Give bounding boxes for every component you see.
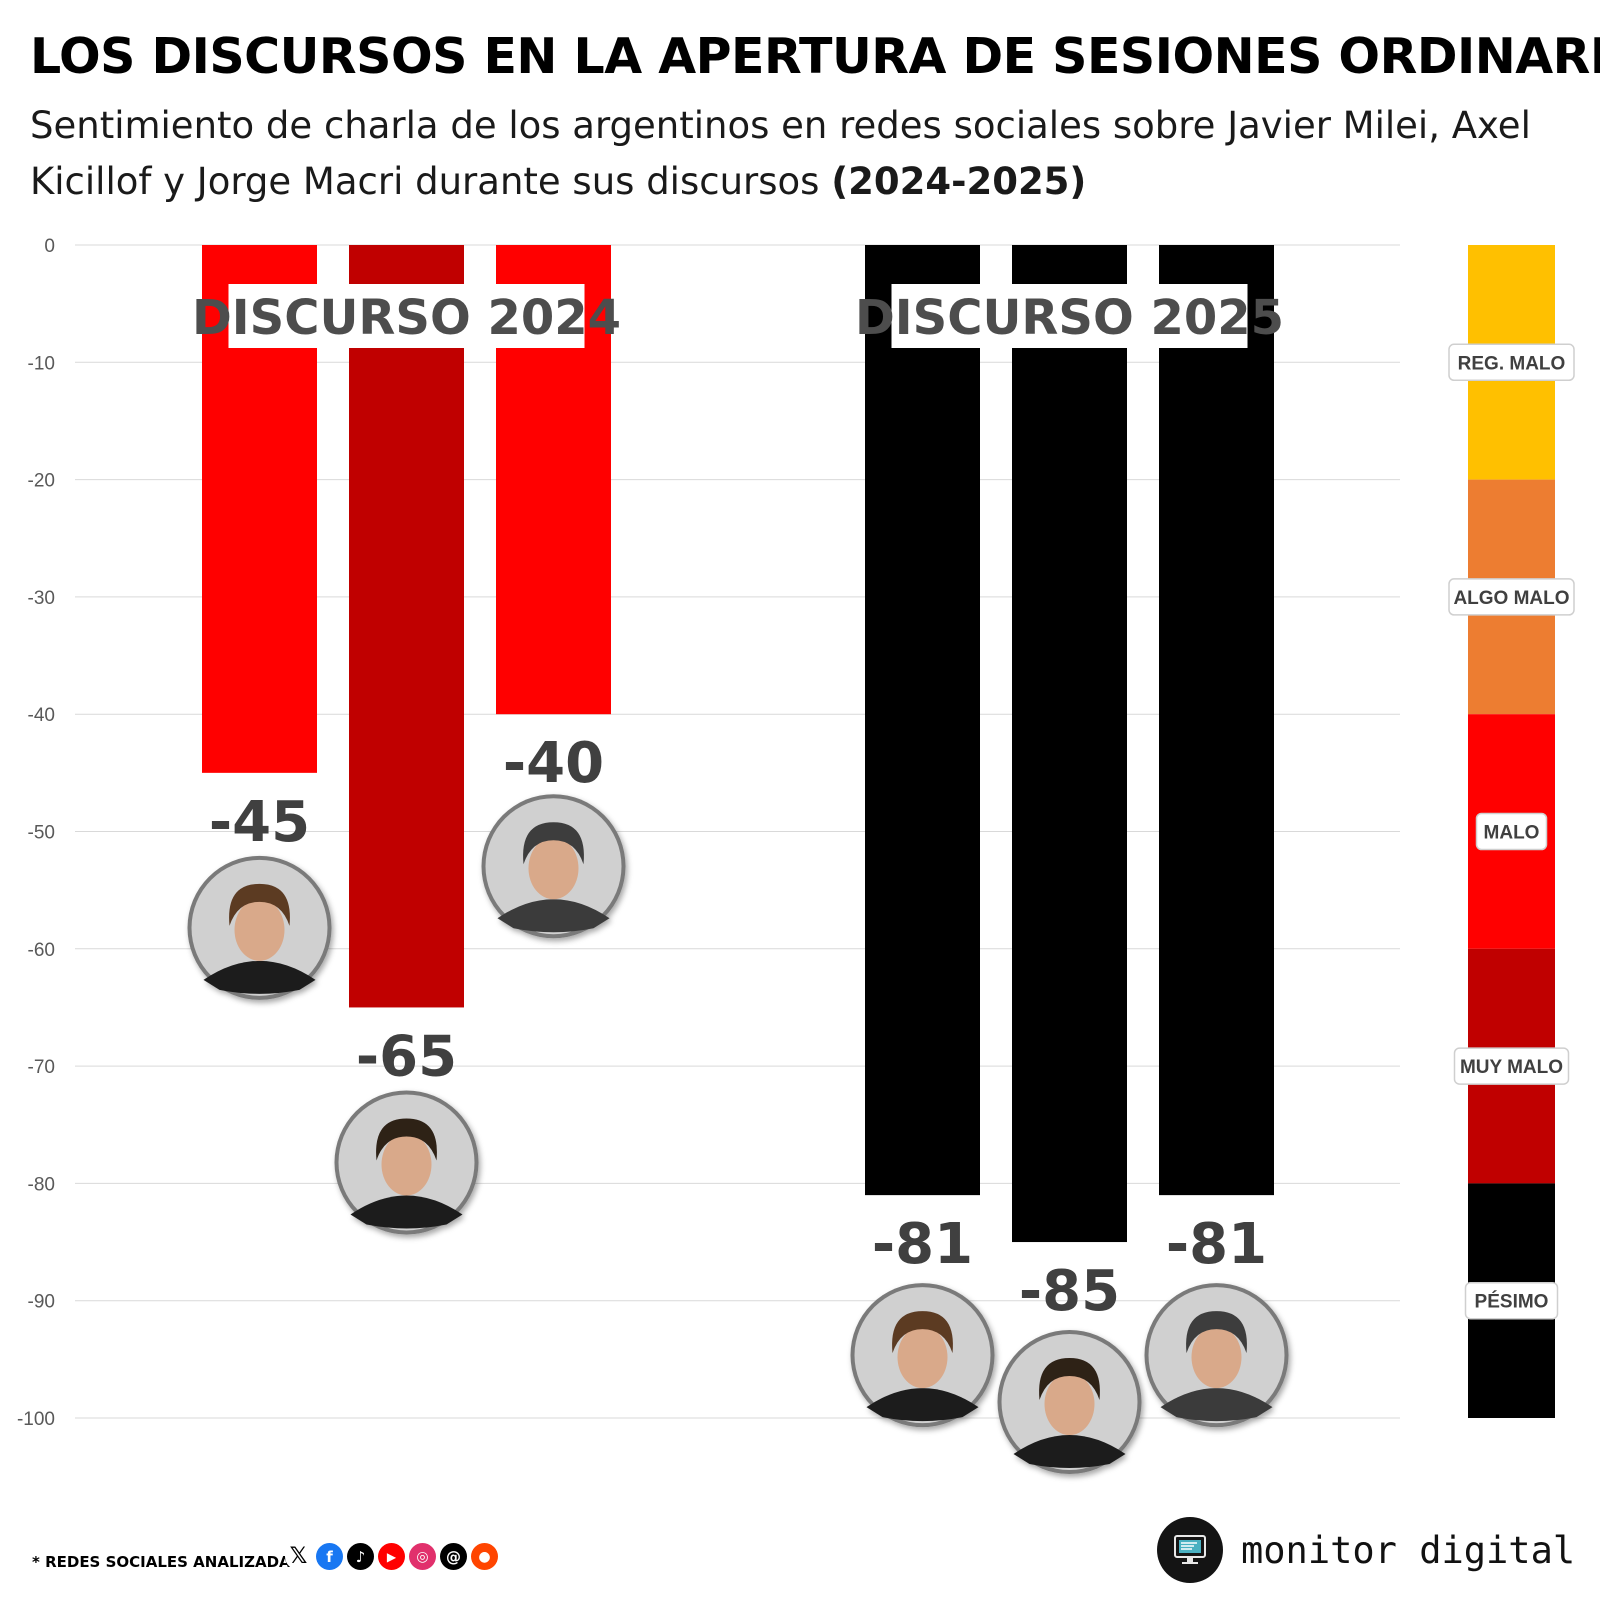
avatar-face <box>381 1133 432 1196</box>
avatar-face <box>897 1326 948 1389</box>
data-label: -81 <box>872 1212 973 1277</box>
avatar-javier-milei <box>850 1283 995 1428</box>
legend-label: MUY MALO <box>1460 1057 1563 1078</box>
avatar-jorge-macri <box>1144 1283 1289 1428</box>
avatar-face <box>528 837 579 900</box>
avatar-hair <box>229 883 290 926</box>
legend-label-box <box>1448 343 1575 382</box>
legend-label: PÉSIMO <box>1475 1291 1549 1313</box>
legend-label: ALGO MALO <box>1453 588 1569 609</box>
y-tick-label: -100 <box>17 1409 55 1430</box>
facebook-icon: f <box>316 1543 343 1570</box>
avatar-shoulders <box>1013 1435 1126 1469</box>
y-tick-label: 0 <box>44 236 55 257</box>
avatar-axel-kicillof <box>997 1330 1142 1475</box>
legend-label-box <box>1475 812 1548 851</box>
y-tick-label: -60 <box>28 940 55 961</box>
avatar-hair <box>1186 1311 1247 1354</box>
y-tick-label: -90 <box>28 1292 55 1313</box>
group-label: DISCURSO 2024 <box>192 290 621 346</box>
y-tick-label: -20 <box>28 471 55 492</box>
data-label: -65 <box>356 1024 457 1089</box>
avatar-shoulders <box>350 1195 463 1229</box>
social-icons: 𝕏 f ♪ ▶ ◎ @ ● <box>285 1543 498 1570</box>
subtitle-text: Sentimiento de charla de los argentinos … <box>30 104 1531 203</box>
y-tick-label: -30 <box>28 588 55 609</box>
data-label: -45 <box>209 790 310 855</box>
subtitle-years: (2024-2025) <box>831 160 1087 203</box>
brand-name: monitor digital <box>1241 1528 1576 1572</box>
legend-label: MALO <box>1484 823 1540 844</box>
y-tick-label: -80 <box>28 1174 55 1195</box>
monitor-icon <box>1157 1517 1223 1583</box>
avatar-shoulders <box>203 960 316 994</box>
avatar-face <box>234 898 285 961</box>
avatar-hair <box>376 1118 437 1161</box>
x-icon: 𝕏 <box>285 1543 312 1570</box>
y-tick-label: -50 <box>28 823 55 844</box>
avatar-javier-milei <box>187 855 332 1000</box>
legend-label: REG. MALO <box>1458 353 1566 374</box>
legend-label-box <box>1448 578 1575 616</box>
data-label: -85 <box>1019 1259 1120 1324</box>
avatar-face <box>1044 1373 1095 1436</box>
chart-title: LOS DISCURSOS EN LA APERTURA DE SESIONES… <box>30 28 1600 85</box>
bar <box>1012 245 1127 1243</box>
legend-label-box <box>1453 1047 1570 1085</box>
y-tick-label: -10 <box>28 353 55 374</box>
avatar-axel-kicillof <box>334 1090 479 1235</box>
data-label: -40 <box>503 731 604 796</box>
instagram-icon: ◎ <box>409 1543 436 1570</box>
avatar-shoulders <box>1160 1388 1273 1422</box>
bar <box>865 245 980 1196</box>
social-networks-note: * REDES SOCIALES ANALIZADAS <box>32 1553 302 1571</box>
avatar-hair <box>1039 1358 1100 1401</box>
bar <box>349 245 464 1008</box>
chart-subtitle: Sentimiento de charla de los argentinos … <box>30 98 1570 210</box>
y-tick-label: -40 <box>28 705 55 726</box>
avatar-face <box>1191 1326 1242 1389</box>
tiktok-icon: ♪ <box>347 1543 374 1570</box>
reddit-icon: ● <box>471 1543 498 1570</box>
group-label-box <box>891 284 1248 348</box>
avatar-shoulders <box>497 899 610 933</box>
avatar-jorge-macri <box>481 794 626 939</box>
legend-label-box <box>1464 1281 1559 1320</box>
group-label-box <box>228 284 585 348</box>
avatar-hair <box>523 822 584 865</box>
avatar-hair <box>892 1311 953 1354</box>
bar <box>1159 245 1274 1196</box>
y-tick-label: -70 <box>28 1057 55 1078</box>
avatar-shoulders <box>866 1388 979 1422</box>
threads-icon: @ <box>440 1543 467 1570</box>
brand: monitor digital <box>1157 1517 1575 1583</box>
data-label: -81 <box>1166 1212 1267 1277</box>
group-label: DISCURSO 2025 <box>855 290 1284 346</box>
youtube-icon: ▶ <box>378 1543 405 1570</box>
